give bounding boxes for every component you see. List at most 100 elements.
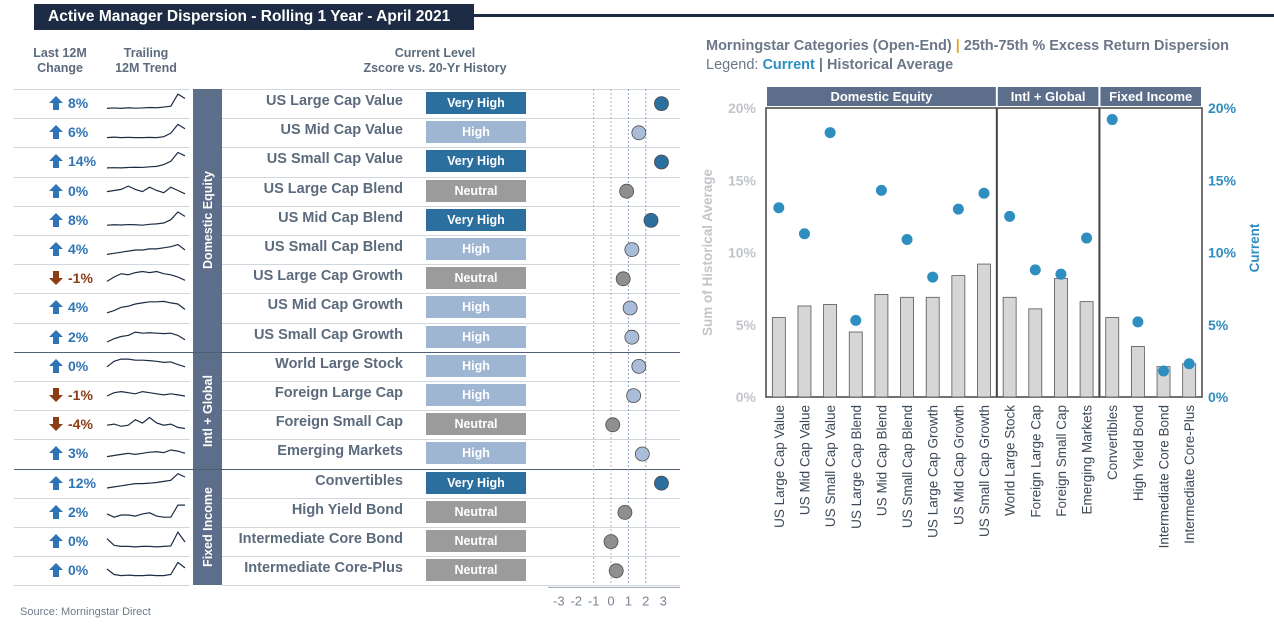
change-cell: 14%	[48, 153, 96, 169]
category-name: US Small Cap Value	[266, 151, 403, 168]
y-tick-right: 0%	[1208, 389, 1229, 405]
category-name: US Mid Cap Growth	[267, 297, 403, 314]
row-divider	[14, 118, 190, 120]
x-tick-label: Foreign Large Cap	[1028, 405, 1043, 518]
zscore-dot	[603, 534, 619, 549]
trend-sparkline	[106, 561, 186, 577]
row-divider	[222, 293, 680, 295]
title-rule	[474, 14, 1274, 17]
zscore-dot	[634, 446, 650, 462]
y-tick-right: 10%	[1208, 245, 1237, 261]
category-name: US Small Cap Growth	[253, 326, 403, 343]
level-header-line1: Current Level	[394, 46, 476, 60]
row-divider	[222, 235, 680, 236]
current-dot	[773, 202, 785, 214]
trend-sparkline	[106, 243, 186, 255]
trend-sparkline	[106, 185, 186, 195]
change-cell: 0%	[48, 183, 88, 199]
row-divider	[14, 147, 190, 149]
group-divider	[14, 351, 680, 353]
row-divider	[222, 585, 680, 587]
current-dot	[798, 228, 810, 240]
category-name: Emerging Markets	[277, 443, 403, 460]
level-badge: Neutral	[426, 559, 526, 582]
category-name: US Mid Cap Value	[280, 122, 403, 139]
change-value: 2%	[68, 328, 89, 345]
change-cell: -1%	[48, 387, 93, 403]
x-tick-label: US Mid Cap Blend	[874, 405, 889, 516]
change-value: 0%	[68, 357, 89, 374]
zscore-dot	[631, 358, 647, 374]
level-badge: High	[426, 325, 526, 348]
arrow-up-icon	[49, 183, 63, 198]
row-divider	[14, 205, 190, 207]
historical-bar	[977, 263, 991, 398]
x-tick-label: US Large Cap Blend	[849, 405, 864, 529]
row-divider	[222, 147, 680, 149]
change-cell: 2%	[48, 329, 88, 345]
group-header	[767, 87, 996, 106]
category-name: Intermediate Core-Plus	[244, 560, 403, 577]
historical-bar	[1002, 296, 1017, 398]
arrow-up-icon	[49, 96, 63, 110]
current-dot	[850, 314, 862, 326]
arrow-down-icon	[49, 417, 63, 432]
chart-title: Morningstar Categories (Open-End) | 25th…	[706, 38, 1229, 54]
change-value: 2%	[68, 503, 89, 520]
trend-sparkline	[106, 530, 186, 548]
historical-bar	[1105, 317, 1120, 398]
change-cell: 8%	[48, 212, 88, 228]
zscore-dot	[619, 183, 635, 199]
page-title: Active Manager Dispersion - Rolling 1 Ye…	[34, 4, 474, 30]
zscore-dot	[654, 154, 669, 170]
trend-header: Trailing 12M Trend	[106, 46, 186, 76]
trend-sparkline	[106, 358, 186, 368]
current-dot	[901, 233, 913, 245]
row-divider	[222, 322, 680, 324]
zscore-dot	[631, 125, 647, 141]
row-divider	[222, 381, 680, 382]
row-divider	[14, 556, 190, 558]
row-divider	[222, 176, 680, 178]
arrow-up-icon	[49, 300, 63, 315]
x-tick-label: Emerging Markets	[1080, 405, 1095, 515]
change-cell: 6%	[48, 124, 88, 140]
change-value: -1%	[68, 270, 93, 287]
row-divider	[14, 439, 190, 441]
category-name: Foreign Large Cap	[274, 385, 403, 401]
row-divider	[14, 527, 190, 528]
arrow-down-icon	[49, 271, 63, 286]
historical-bar	[1054, 278, 1068, 398]
current-dot	[1081, 232, 1093, 244]
zscore-dot-plot: -3 -2 -1 0 1 2 3	[106, 89, 680, 608]
change-cell: 2%	[48, 504, 88, 520]
row-divider	[222, 497, 680, 499]
group-header	[997, 87, 1099, 106]
row-divider	[14, 176, 190, 178]
chart-title-main: Morningstar Categories (Open-End)	[706, 38, 952, 54]
current-dot	[952, 203, 964, 215]
historical-bar	[848, 331, 863, 398]
trend-header-line1: Trailing	[123, 46, 169, 60]
change-cell: -1%	[48, 270, 93, 286]
trend-sparkline	[106, 211, 186, 226]
arrow-up-icon	[49, 475, 63, 490]
z-tick-label: 2	[642, 593, 649, 608]
trend-header-line2: 12M Trend	[115, 61, 177, 75]
level-badge: Neutral	[426, 530, 526, 552]
y-tick-left: 20%	[728, 100, 757, 116]
group-band: Fixed Income	[193, 469, 222, 586]
row-divider	[14, 89, 190, 90]
zscore-dot	[615, 271, 631, 287]
row-divider	[222, 118, 680, 120]
arrow-up-icon	[49, 329, 63, 344]
trend-sparkline	[106, 331, 186, 343]
level-badge: High	[426, 238, 526, 260]
change-value: -4%	[68, 416, 93, 433]
level-badge: Very High	[426, 208, 526, 231]
y-tick-right: 20%	[1208, 100, 1237, 116]
level-header-line2: Zscore vs. 20-Yr History	[363, 61, 507, 75]
x-tick-label: US Small Cap Growth	[977, 405, 992, 537]
level-badge: High	[426, 384, 526, 406]
current-dot	[1029, 264, 1041, 276]
